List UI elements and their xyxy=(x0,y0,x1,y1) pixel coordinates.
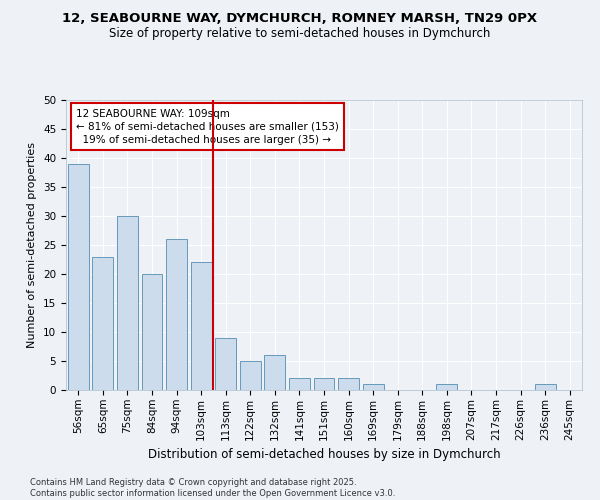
Text: 12 SEABOURNE WAY: 109sqm
← 81% of semi-detached houses are smaller (153)
  19% o: 12 SEABOURNE WAY: 109sqm ← 81% of semi-d… xyxy=(76,108,339,145)
Bar xyxy=(215,338,236,390)
Bar xyxy=(362,384,383,390)
Bar xyxy=(117,216,138,390)
Bar xyxy=(314,378,334,390)
Bar xyxy=(68,164,89,390)
Bar xyxy=(289,378,310,390)
Bar xyxy=(166,239,187,390)
Text: Contains HM Land Registry data © Crown copyright and database right 2025.
Contai: Contains HM Land Registry data © Crown c… xyxy=(30,478,395,498)
Bar xyxy=(338,378,359,390)
Bar xyxy=(265,355,286,390)
Y-axis label: Number of semi-detached properties: Number of semi-detached properties xyxy=(28,142,37,348)
Bar xyxy=(436,384,457,390)
Bar xyxy=(142,274,163,390)
Bar xyxy=(240,361,261,390)
Bar xyxy=(92,256,113,390)
X-axis label: Distribution of semi-detached houses by size in Dymchurch: Distribution of semi-detached houses by … xyxy=(148,448,500,461)
Text: 12, SEABOURNE WAY, DYMCHURCH, ROMNEY MARSH, TN29 0PX: 12, SEABOURNE WAY, DYMCHURCH, ROMNEY MAR… xyxy=(62,12,538,26)
Bar xyxy=(191,262,212,390)
Bar xyxy=(535,384,556,390)
Text: Size of property relative to semi-detached houses in Dymchurch: Size of property relative to semi-detach… xyxy=(109,28,491,40)
